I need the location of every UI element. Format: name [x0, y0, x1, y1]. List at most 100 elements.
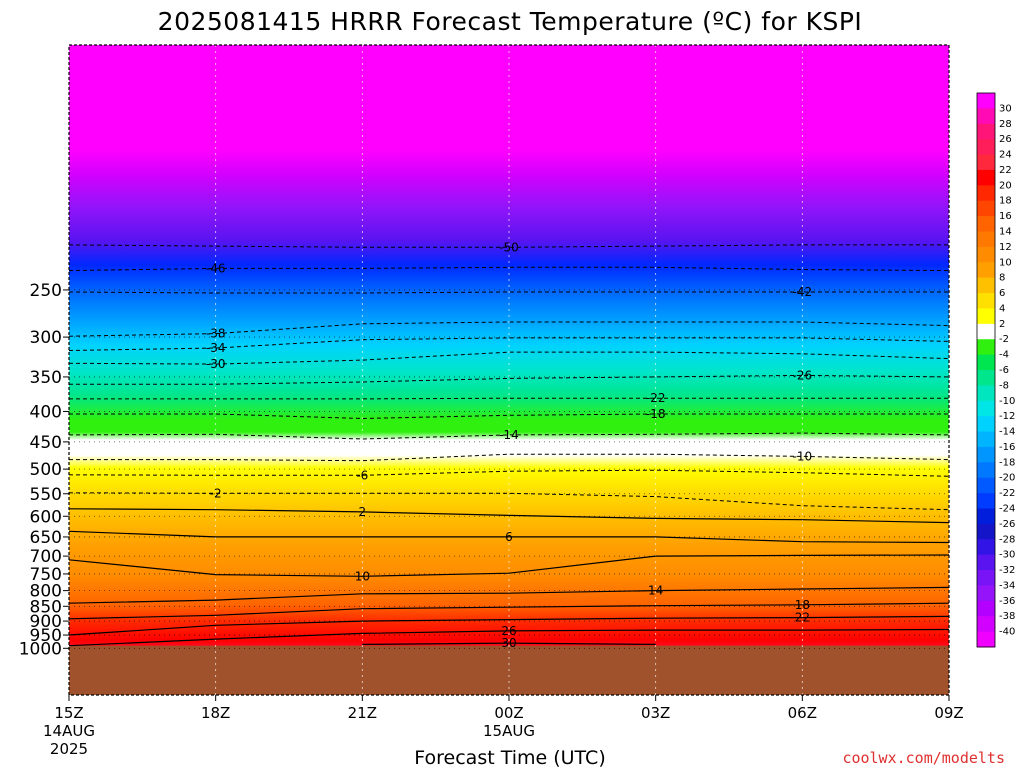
- colorbar-swatch: [977, 169, 995, 186]
- colorbar-tick-label: 18: [999, 196, 1012, 207]
- pressure-tick-label: 250: [30, 281, 62, 301]
- colorbar-tick-label: -20: [999, 473, 1015, 484]
- contour-label: -30: [206, 357, 226, 371]
- contour-label: -22: [646, 391, 666, 405]
- pressure-tick-label: 350: [30, 368, 62, 388]
- pressure-tick-label: 700: [30, 547, 62, 567]
- contour-label: -10: [793, 449, 813, 463]
- colorbar-tick-label: -22: [999, 488, 1015, 499]
- colorbar-tick-label: 26: [999, 134, 1012, 145]
- plot-area: -50-46-42-38-34-30-26-22-18-14-10-6-2261…: [69, 45, 949, 695]
- contour-label: -26: [793, 368, 813, 382]
- colorbar-tick-label: -32: [999, 565, 1015, 576]
- contour-label: -50: [499, 240, 519, 254]
- time-tick-label: 09Z: [934, 704, 963, 722]
- contour-line-14: [69, 586, 949, 604]
- pressure-tick-label: 850: [30, 597, 62, 617]
- pressure-axis: 2503003504004505005506006507007508008509…: [19, 281, 69, 659]
- colorbar-swatch: [977, 293, 995, 309]
- contour-line-2: [69, 508, 949, 524]
- contour-line-10: [69, 554, 949, 577]
- colorbar-swatch: [977, 446, 995, 463]
- colorbar-swatch: [977, 585, 995, 602]
- colorbar-tick-label: 12: [999, 242, 1012, 253]
- colorbar-swatch: [977, 631, 995, 648]
- pressure-tick-label: 650: [30, 528, 62, 548]
- time-tick-label: 15Z: [54, 704, 83, 722]
- time-tick-label: 2025: [50, 740, 88, 758]
- colorbar-swatch: [977, 554, 995, 571]
- colorbar-tick-label: 4: [999, 303, 1005, 314]
- colorbar-tick-label: 2: [999, 319, 1005, 330]
- colorbar-swatch: [977, 108, 995, 125]
- contour-label: 6: [505, 530, 513, 544]
- colorbar-tick-label: 24: [999, 150, 1012, 161]
- colorbar-tick-label: 14: [999, 227, 1012, 238]
- colorbar-tick-label: -36: [999, 596, 1015, 607]
- colorbar-tick-label: 8: [999, 273, 1005, 284]
- contour-label: -2: [210, 486, 222, 500]
- colorbar-swatch: [977, 339, 995, 356]
- colorbar-swatch: [977, 354, 995, 371]
- colorbar-swatch: [977, 462, 995, 479]
- colorbar: 30 28 26 24 22 20 18 16 14 12 10 8 6 4 2 -2 -4 -6 -8 -10 -12…: [976, 92, 1015, 648]
- colorbar-swatch: [977, 416, 995, 433]
- time-tick-label: 15AUG: [483, 722, 535, 740]
- colorbar-tick-label: -8: [999, 380, 1009, 391]
- credit-text[interactable]: coolwx.com/modelts: [842, 749, 1005, 767]
- pressure-tick-label: 750: [30, 565, 62, 585]
- colorbar-tick-label: -40: [999, 627, 1015, 638]
- contour-label: 2: [359, 505, 367, 519]
- contour-line-30: [362, 642, 656, 645]
- colorbar-swatch: [977, 523, 995, 540]
- colorbar-tick-label: -30: [999, 550, 1015, 561]
- colorbar-tick-label: -26: [999, 519, 1015, 530]
- colorbar-tick-label: 28: [999, 119, 1012, 130]
- contour-label: -34: [206, 341, 226, 355]
- contour-label: 14: [648, 584, 663, 598]
- colorbar-tick-label: -24: [999, 504, 1015, 515]
- colorbar-swatch: [977, 370, 995, 386]
- contour-line-26: [69, 628, 949, 647]
- colorbar-swatch: [977, 616, 995, 633]
- x-axis-label: Forecast Time (UTC): [414, 747, 605, 768]
- colorbar-swatch: [977, 400, 995, 417]
- contour-line-6: [69, 530, 949, 544]
- time-tick-label: 06Z: [788, 704, 817, 722]
- colorbar-swatch: [977, 493, 995, 509]
- colorbar-swatch: [977, 139, 995, 156]
- pressure-tick-label: 300: [30, 328, 62, 348]
- time-tick-label: 14AUG: [43, 722, 95, 740]
- time-tick-label: 21Z: [348, 704, 377, 722]
- pressure-tick-label: 400: [30, 402, 62, 422]
- colorbar-border: [976, 92, 996, 648]
- contour-label: -46: [206, 261, 226, 275]
- contour-line-22: [69, 615, 949, 636]
- pressure-tick-label: 500: [30, 460, 62, 480]
- colorbar-swatch: [977, 200, 995, 217]
- pressure-tick-label: 600: [30, 507, 62, 527]
- colorbar-swatch: [977, 508, 995, 525]
- contour-label: 22: [795, 611, 810, 625]
- colorbar-tick-label: -34: [999, 580, 1015, 591]
- contour-label: 18: [795, 598, 810, 612]
- colorbar-tick-label: 20: [999, 180, 1012, 191]
- colorbar-tick-label: -10: [999, 396, 1015, 407]
- colorbar-swatch: [977, 539, 995, 556]
- pressure-tick-label: 450: [30, 433, 62, 453]
- colorbar-tick-label: 30: [999, 103, 1012, 114]
- contour-label: -42: [793, 285, 813, 299]
- contour-label: 26: [501, 624, 516, 638]
- time-tick-label: 00Z: [494, 704, 523, 722]
- colorbar-swatch: [977, 216, 995, 232]
- colorbar-tick-label: -16: [999, 442, 1015, 453]
- colorbar-swatch: [977, 570, 995, 586]
- colorbar-tick-label: 22: [999, 165, 1012, 176]
- colorbar-swatch: [977, 277, 995, 294]
- pressure-tick-label: 950: [30, 626, 62, 646]
- contour-label: 30: [501, 636, 516, 650]
- colorbar-tick-label: -2: [999, 334, 1009, 345]
- temperature-field: [69, 45, 949, 674]
